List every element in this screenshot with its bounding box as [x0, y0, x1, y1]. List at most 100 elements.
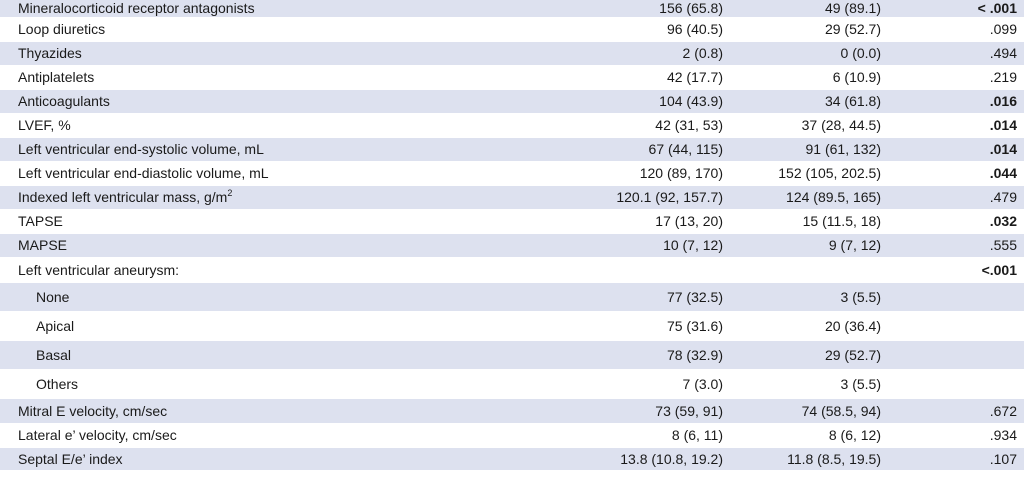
- p-value: .934: [881, 422, 1024, 447]
- group2-value: 29 (52.7): [723, 16, 881, 41]
- group1-value: 104 (43.9): [513, 88, 723, 113]
- group2-value: 20 (36.4): [723, 310, 881, 340]
- row-label: Loop diuretics: [0, 16, 513, 41]
- group2-value: 3 (5.5): [723, 368, 881, 398]
- group1-value: 75 (31.6): [513, 310, 723, 340]
- p-value: [881, 339, 1024, 369]
- p-value: .219: [881, 64, 1024, 89]
- group2-value: 15 (11.5, 18): [723, 208, 881, 233]
- row-label-text: TAPSE: [18, 213, 63, 229]
- group1-value: 96 (40.5): [513, 16, 723, 41]
- row-label-text: Antiplatelets: [18, 69, 95, 85]
- p-value: .672: [881, 397, 1024, 423]
- group2-value: 37 (28, 44.5): [723, 112, 881, 137]
- row-label: Mineralocorticoid receptor antagonists: [0, 0, 513, 17]
- table-row: MAPSE 10 (7, 12) 9 (7, 12) .555: [0, 232, 1024, 257]
- p-value: .099: [881, 16, 1024, 41]
- p-value: .044: [881, 160, 1024, 185]
- table-row: Thyazides 2 (0.8) 0 (0.0) .494: [0, 40, 1024, 65]
- group1-value: 10 (7, 12): [513, 232, 723, 257]
- row-label-text: Thyazides: [18, 45, 82, 61]
- row-label: Left ventricular aneurysm:: [0, 256, 513, 282]
- row-label: None: [0, 281, 513, 311]
- row-label: Lateral e’ velocity, cm/sec: [0, 422, 513, 447]
- row-label-text: Others: [36, 375, 79, 392]
- row-label: Septal E/e’ index: [0, 446, 513, 470]
- p-value: .014: [881, 136, 1024, 161]
- row-label-text: Septal E/e’ index: [18, 450, 123, 467]
- group1-value: 7 (3.0): [513, 368, 723, 398]
- p-value: .107: [881, 446, 1024, 470]
- row-label: Anticoagulants: [0, 88, 513, 113]
- row-label-text: LVEF, %: [18, 117, 71, 133]
- row-label-text: Basal: [36, 346, 72, 363]
- table-row: Left ventricular end-diastolic volume, m…: [0, 160, 1024, 185]
- p-value: [881, 310, 1024, 340]
- table-row: Loop diuretics 96 (40.5) 29 (52.7) .099: [0, 16, 1024, 41]
- row-label-text: Left ventricular end-systolic volume, mL: [18, 141, 264, 157]
- group1-value: 17 (13, 20): [513, 208, 723, 233]
- row-label: Thyazides: [0, 40, 513, 65]
- group2-value: [723, 256, 881, 282]
- group1-value: 42 (31, 53): [513, 112, 723, 137]
- group1-value: 67 (44, 115): [513, 136, 723, 161]
- p-value: <.001: [881, 256, 1024, 282]
- group2-value: 3 (5.5): [723, 281, 881, 311]
- group1-value: 156 (65.8): [513, 0, 723, 17]
- group2-value: 8 (6, 12): [723, 422, 881, 447]
- group1-value: 120 (89, 170): [513, 160, 723, 185]
- table-row: None 77 (32.5) 3 (5.5): [0, 281, 1024, 311]
- row-label-text: Mineralocorticoid receptor antagonists: [18, 0, 255, 17]
- row-label: MAPSE: [0, 232, 513, 257]
- group2-value: 29 (52.7): [723, 339, 881, 369]
- group2-value: 152 (105, 202.5): [723, 160, 881, 185]
- row-label-text: Lateral e’ velocity, cm/sec: [18, 427, 177, 443]
- row-label: Left ventricular end-diastolic volume, m…: [0, 160, 513, 185]
- row-label: TAPSE: [0, 208, 513, 233]
- row-label-text: Loop diuretics: [18, 21, 106, 37]
- row-label-text: None: [36, 288, 70, 305]
- table-row: Antiplatelets 42 (17.7) 6 (10.9) .219: [0, 64, 1024, 89]
- p-value: .014: [881, 112, 1024, 137]
- row-label-text: Left ventricular aneurysm:: [18, 261, 180, 278]
- group2-value: 0 (0.0): [723, 40, 881, 65]
- group1-value: 120.1 (92, 157.7): [513, 184, 723, 209]
- table-row: LVEF, % 42 (31, 53) 37 (28, 44.5) .014: [0, 112, 1024, 137]
- group2-value: 124 (89.5, 165): [723, 184, 881, 209]
- group1-value: 2 (0.8): [513, 40, 723, 65]
- p-value: .494: [881, 40, 1024, 65]
- row-label: Left ventricular end-systolic volume, mL: [0, 136, 513, 161]
- group1-value: 73 (59, 91): [513, 397, 723, 423]
- row-label: Antiplatelets: [0, 64, 513, 89]
- group1-value: 42 (17.7): [513, 64, 723, 89]
- row-label-text: Anticoagulants: [18, 93, 110, 109]
- table-row: Indexed left ventricular mass, g/m2 120.1…: [0, 184, 1024, 209]
- row-label-text: Left ventricular end-diastolic volume, m…: [18, 165, 269, 181]
- group2-value: 74 (58.5, 94): [723, 397, 881, 423]
- row-label-text: MAPSE: [18, 237, 68, 253]
- table-row: Apical 75 (31.6) 20 (36.4): [0, 310, 1024, 340]
- row-label-text: Apical: [36, 317, 75, 334]
- table-row: Mineralocorticoid receptor antagonists 15…: [0, 0, 1024, 17]
- p-value: [881, 281, 1024, 311]
- group1-value: 8 (6, 11): [513, 422, 723, 447]
- p-value: .555: [881, 232, 1024, 257]
- row-label: Apical: [0, 310, 513, 340]
- p-value: [881, 368, 1024, 398]
- label-superscript: 2: [227, 188, 233, 198]
- row-label: LVEF, %: [0, 112, 513, 137]
- table-row: Left ventricular end-systolic volume, mL…: [0, 136, 1024, 161]
- group2-value: 9 (7, 12): [723, 232, 881, 257]
- group1-value: 78 (32.9): [513, 339, 723, 369]
- p-value: .016: [881, 88, 1024, 113]
- row-label: Indexed left ventricular mass, g/m2: [0, 184, 513, 209]
- table-row: Septal E/e’ index 13.8 (10.8, 19.2) 11.8 (…: [0, 446, 1024, 470]
- group1-value: 77 (32.5): [513, 281, 723, 311]
- group2-value: 6 (10.9): [723, 64, 881, 89]
- p-value: .032: [881, 208, 1024, 233]
- group2-value: 49 (89.1): [723, 0, 881, 17]
- p-value: .479: [881, 184, 1024, 209]
- table-row: Left ventricular aneurysm: <.001: [0, 256, 1024, 282]
- table-row: Anticoagulants 104 (43.9) 34 (61.8) .016: [0, 88, 1024, 113]
